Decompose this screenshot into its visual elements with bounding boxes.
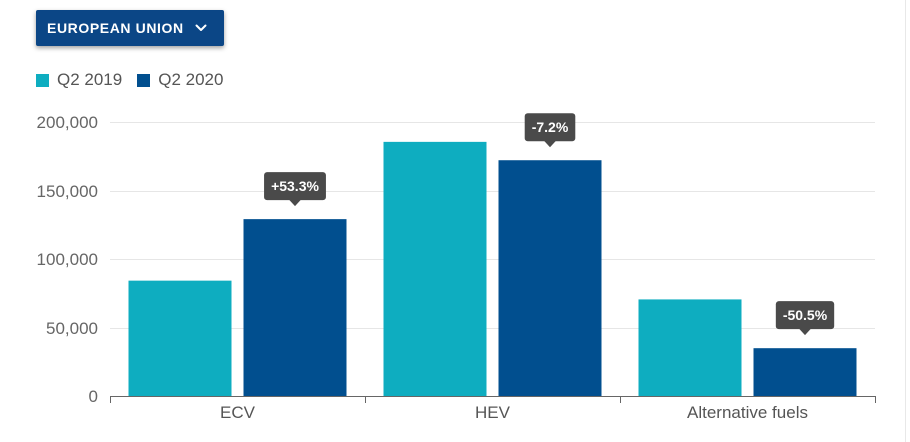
y-tick-label-100000: 100,000: [37, 250, 98, 269]
legend-swatch-q2-2019: [36, 73, 49, 87]
y-tick-label-150000: 150,000: [37, 182, 98, 201]
data-label-pointer: [799, 328, 811, 336]
panel-border: [905, 0, 906, 442]
y-tick-label-0: 0: [89, 387, 98, 406]
legend-label-q2-2020: Q2 2020: [158, 70, 224, 89]
gridlines: [110, 122, 875, 329]
legend-item-q2-2019[interactable]: Q2 2019: [36, 70, 122, 90]
region-dropdown-button[interactable]: EUROPEAN UNION: [36, 10, 224, 46]
data-label-box: [775, 301, 835, 330]
legend-item-q2-2020[interactable]: Q2 2020: [137, 70, 223, 90]
data-label-text: -7.2%: [532, 119, 569, 135]
chevron-down-icon: [195, 24, 207, 32]
bar-ecv-q2-2020[interactable]: [243, 219, 347, 396]
bars: [128, 141, 857, 396]
x-tick-label-hev: HEV: [475, 403, 511, 422]
data-label-alternative-fuels: -50.5%: [775, 301, 835, 336]
region-dropdown-label: EUROPEAN UNION: [47, 20, 184, 36]
data-label-box: [264, 172, 326, 201]
bar-hev-q2-2020[interactable]: [498, 160, 602, 396]
y-tick-label-200000: 200,000: [37, 113, 98, 132]
y-tick-label-50000: 50,000: [46, 319, 98, 338]
x-tick-label-alternative-fuels: Alternative fuels: [687, 403, 808, 422]
bar-alternative-fuels-q2-2019[interactable]: [638, 299, 742, 396]
legend-swatch-q2-2020: [137, 73, 151, 87]
data-label-hev: -7.2%: [524, 113, 576, 148]
bar-alternative-fuels-q2-2020[interactable]: [753, 348, 857, 396]
bar-hev-q2-2019[interactable]: [383, 141, 487, 396]
x-tick-label-ecv: ECV: [220, 403, 256, 422]
data-label-pointer: [544, 140, 556, 148]
chart-legend: Q2 2019 Q2 2020: [36, 70, 238, 90]
x-axis: [110, 396, 876, 403]
x-axis-labels: ECV HEV Alternative fuels: [220, 403, 808, 422]
data-label-box: [524, 113, 576, 142]
y-axis-labels: 0 50,000 100,000 150,000 200,000: [37, 113, 98, 406]
data-label-pointer: [289, 199, 301, 207]
data-label-text: -50.5%: [783, 307, 828, 323]
bar-ecv-q2-2019[interactable]: [128, 280, 232, 396]
data-label-ecv: +53.3%: [264, 172, 326, 207]
data-label-text: +53.3%: [271, 178, 319, 194]
legend-label-q2-2019: Q2 2019: [57, 70, 123, 89]
